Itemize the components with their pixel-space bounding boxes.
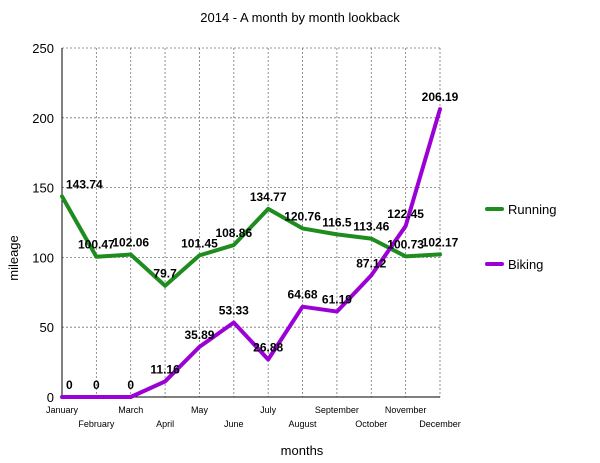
data-label: 26.88: [253, 340, 283, 354]
y-tick-label: 50: [40, 320, 54, 335]
series-line-running: [60, 194, 442, 288]
x-axis-title: months: [281, 443, 324, 458]
x-tick-label: November: [385, 405, 427, 415]
data-label: 0: [93, 378, 100, 392]
data-label: 120.76: [284, 209, 321, 223]
series-line-biking: [60, 107, 442, 399]
chart-title: 2014 - A month by month lookback: [200, 10, 400, 25]
x-tick-label: December: [419, 419, 461, 429]
x-tick-label: January: [46, 405, 79, 415]
y-tick-labels: 0 50 100 150 200 250: [32, 41, 54, 405]
data-label: 100.47: [78, 238, 115, 252]
data-label: 122.45: [387, 207, 424, 221]
data-label: 64.68: [288, 288, 318, 302]
y-tick-label: 200: [32, 111, 54, 126]
series-lines: [60, 107, 442, 399]
data-label: 100.73: [387, 237, 424, 251]
legend-label-running: Running: [508, 202, 556, 217]
data-label: 0: [127, 378, 134, 392]
data-label: 53.33: [219, 304, 249, 318]
data-label: 35.89: [184, 328, 214, 342]
x-tick-label: October: [355, 419, 387, 429]
x-tick-label: July: [260, 405, 277, 415]
x-tick-label: August: [289, 419, 318, 429]
data-label: 61.19: [322, 293, 352, 307]
data-label: 102.06: [112, 236, 149, 250]
y-tick-label: 0: [47, 390, 54, 405]
data-label: 113.46: [353, 220, 389, 234]
data-label: 206.19: [422, 90, 459, 104]
data-label: 143.74: [66, 177, 103, 191]
x-tick-label: September: [315, 405, 359, 415]
data-label: 11.16: [150, 362, 180, 376]
y-tick-label: 150: [32, 181, 54, 196]
data-label: 134.77: [250, 190, 287, 204]
data-label: 79.7: [153, 267, 177, 281]
x-tick-label: May: [191, 405, 209, 415]
data-label: 116.5: [322, 215, 352, 229]
data-label: 0: [66, 378, 73, 392]
x-tick-label: June: [224, 419, 244, 429]
y-axis-title: mileage: [6, 235, 21, 281]
y-tick-label: 100: [32, 250, 54, 265]
x-tick-label: April: [156, 419, 174, 429]
data-label: 101.45: [181, 236, 218, 250]
legend: Running Biking: [485, 202, 556, 272]
x-tick-label: March: [118, 405, 143, 415]
x-tick-label: February: [78, 419, 115, 429]
y-tick-label: 250: [32, 41, 54, 56]
data-label: 87.12: [356, 256, 386, 270]
legend-label-biking: Biking: [508, 257, 543, 272]
data-label: 108.86: [215, 226, 252, 240]
data-label: 102.17: [422, 235, 459, 249]
